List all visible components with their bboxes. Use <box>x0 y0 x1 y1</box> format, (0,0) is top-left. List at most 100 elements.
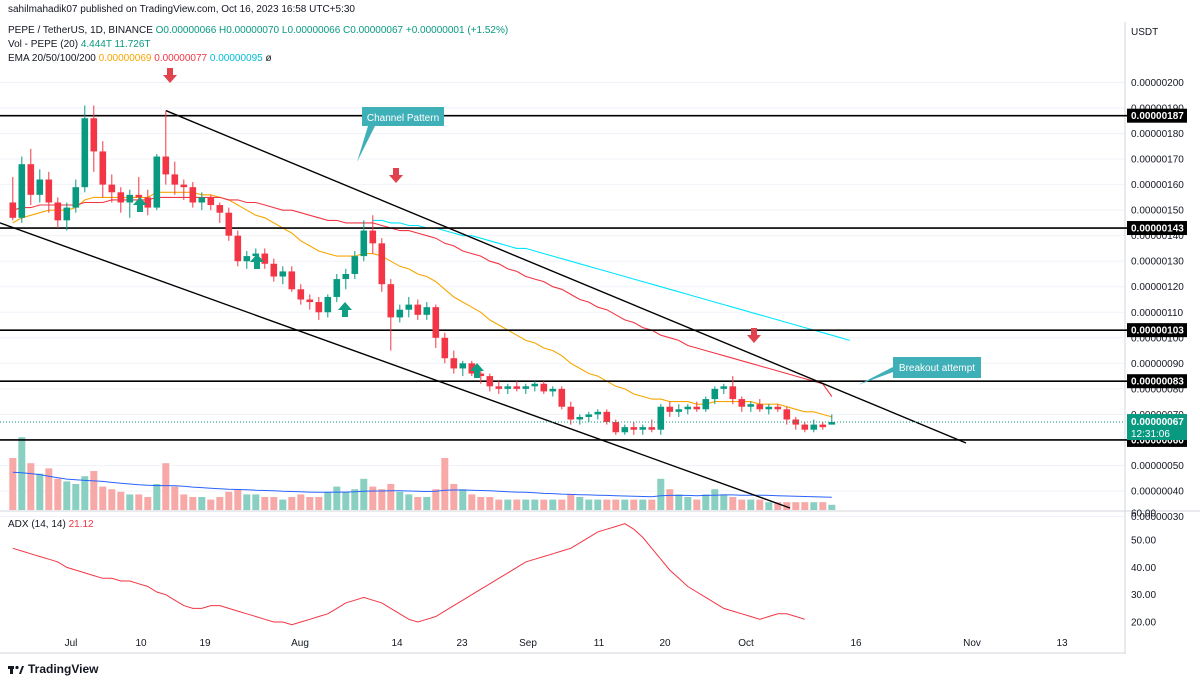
level-price-tag <box>1127 323 1187 338</box>
candle-body <box>810 424 818 430</box>
candle-body <box>72 187 80 208</box>
volume-bar <box>378 489 386 510</box>
volume-bar <box>810 502 818 510</box>
time-tick-label: 14 <box>391 638 403 649</box>
volume-bar <box>603 499 611 510</box>
candle-body <box>99 151 107 185</box>
horizontal-levels <box>0 114 1127 441</box>
volume-bar <box>576 497 584 510</box>
candle-body <box>360 230 368 257</box>
volume-bar <box>90 471 98 510</box>
candle-body <box>720 386 728 389</box>
level-price-tag <box>1127 374 1187 389</box>
volume-bar <box>693 499 701 510</box>
ema-legend: EMA 20/50/100/200 0.00000069 0.00000077 … <box>8 52 272 65</box>
volume-bar <box>396 491 404 510</box>
volume-bar <box>648 499 656 510</box>
volume-bar <box>819 502 827 510</box>
candle-body <box>459 363 467 369</box>
candle-body <box>144 197 152 208</box>
volume-bar <box>531 499 539 510</box>
time-tick-label: Aug <box>291 638 309 649</box>
volume-bar <box>144 497 152 510</box>
candle-body <box>675 409 683 412</box>
breakout-label: Breakout attempt <box>899 363 975 374</box>
time-tick-label: 23 <box>456 638 468 649</box>
currency-label: USDT <box>1131 27 1159 38</box>
up-arrow-icon <box>470 363 484 378</box>
volume-bar <box>549 499 557 510</box>
candle-body <box>342 273 350 280</box>
candle-body <box>711 388 719 400</box>
volume-bar <box>513 499 521 510</box>
volume-bar <box>774 502 782 510</box>
down-arrow-icon <box>389 168 403 183</box>
candle-body <box>522 386 530 389</box>
candle-body <box>216 205 224 213</box>
time-tick-label: 19 <box>199 638 211 649</box>
level-price-label: 0.00000143 <box>1131 224 1184 235</box>
candle-body <box>819 424 827 428</box>
volume-bar <box>36 473 44 510</box>
candle-body <box>108 184 116 193</box>
price-tick-label: 0.00000110 <box>1131 308 1184 319</box>
volume-bar <box>342 491 350 510</box>
volume-bar <box>711 489 719 510</box>
volume-bar <box>333 486 341 510</box>
candle-body <box>252 253 260 257</box>
up-arrow-icon <box>338 302 352 317</box>
candle-body <box>414 304 422 315</box>
candle-body <box>351 256 359 274</box>
price-tick-label: 0.00000200 <box>1131 78 1184 89</box>
channel-pattern-callout: Channel Pattern <box>357 107 444 162</box>
candle-body <box>153 156 161 208</box>
volume-bar <box>441 458 449 510</box>
candle-body <box>81 118 89 188</box>
signal-arrows <box>133 68 761 378</box>
candle-body <box>18 164 26 218</box>
candle-body <box>135 194 143 198</box>
candle-body <box>540 383 548 392</box>
volume-bar <box>486 497 494 510</box>
time-tick-label: Oct <box>738 638 754 649</box>
candle-body <box>171 174 179 185</box>
candles <box>9 105 836 435</box>
channel-upper-line <box>165 109 967 444</box>
volume-bar <box>54 478 62 510</box>
candle-body <box>396 309 404 318</box>
candle-body <box>549 388 557 392</box>
time-tick-label: Jul <box>65 638 78 649</box>
time-tick-label: Sep <box>519 638 537 649</box>
volume-bar <box>261 497 269 510</box>
candle-body <box>315 302 323 313</box>
volume-bar <box>621 499 629 510</box>
candle-body <box>603 411 611 423</box>
time-tick-label: 13 <box>1056 638 1068 649</box>
candle-body <box>648 427 656 430</box>
volume-bar <box>423 497 431 510</box>
ema-lines <box>12 191 850 418</box>
candle-body <box>612 422 620 433</box>
candle-body <box>162 156 170 175</box>
candle-body <box>369 230 377 244</box>
candle-body <box>621 427 629 433</box>
adx-tick-label: 60.00 <box>1131 508 1156 519</box>
volume-values: 4.444T 11.726T <box>80 39 151 50</box>
adx-tick-label: 30.00 <box>1131 590 1156 601</box>
candle-body <box>378 243 386 285</box>
ema50-value: 0.00000077 <box>154 53 208 64</box>
volume-bar <box>828 504 836 510</box>
down-arrow-icon <box>163 68 177 83</box>
price-tick-label: 0.00000090 <box>1131 359 1184 370</box>
ema100-line <box>372 219 850 341</box>
volume-bar <box>126 494 134 510</box>
ema20-line <box>12 191 832 418</box>
candle-body <box>63 207 71 221</box>
volume-bar <box>45 468 53 510</box>
volume-bar <box>450 484 458 510</box>
ohlc-values: O0.00000066 H0.00000070 L0.00000066 C0.0… <box>155 25 509 36</box>
candle-body <box>243 256 251 262</box>
down-arrow-icon <box>747 328 761 343</box>
volume-bar <box>153 484 161 510</box>
price-tick-label: 0.00000120 <box>1131 282 1184 293</box>
